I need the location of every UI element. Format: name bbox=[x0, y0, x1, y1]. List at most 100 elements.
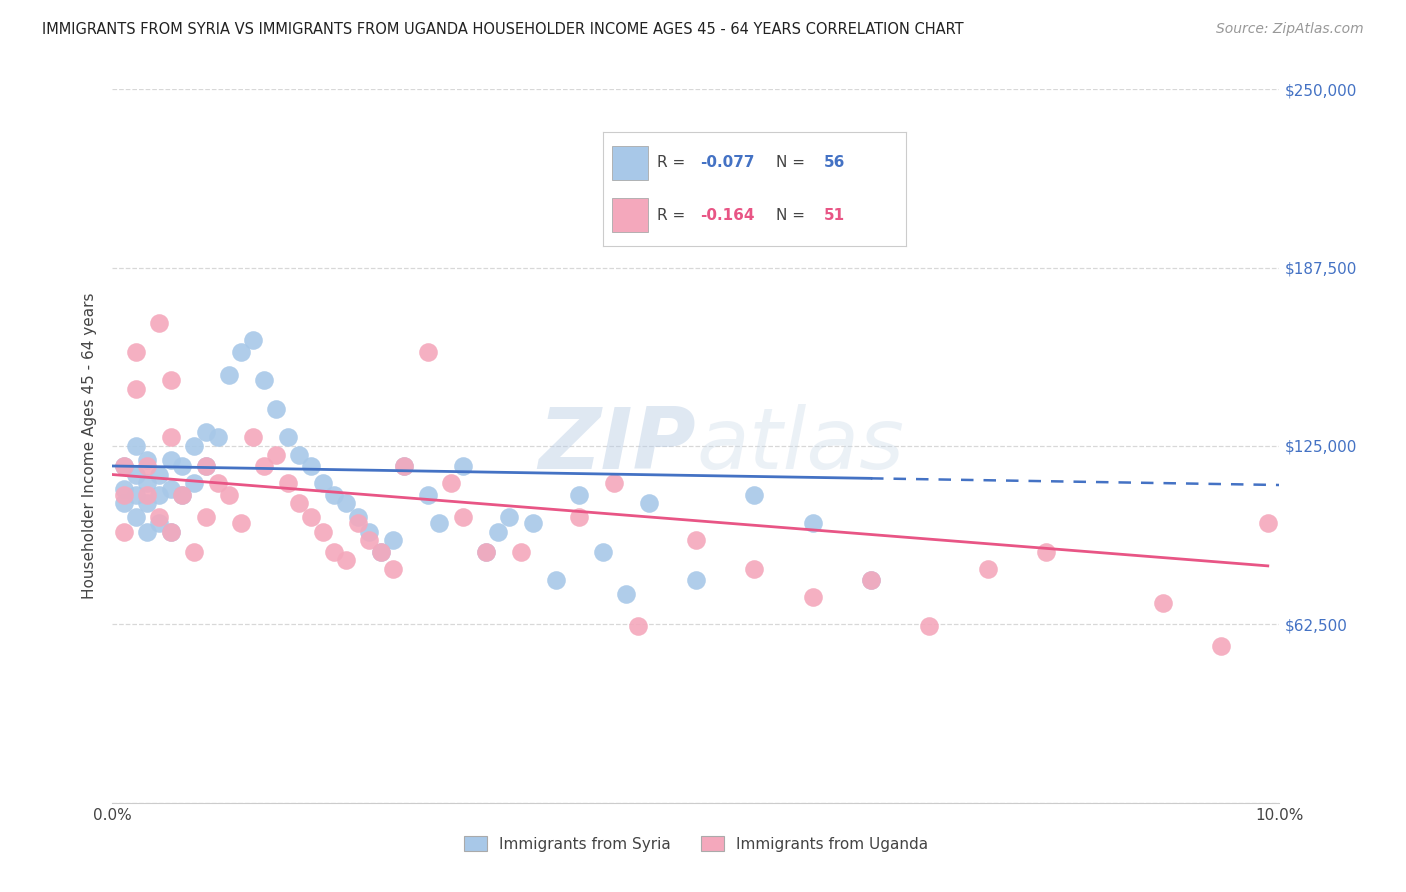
Point bbox=[509, 544, 531, 558]
Point bbox=[276, 430, 298, 444]
Point bbox=[1209, 639, 1232, 653]
Point bbox=[685, 573, 707, 587]
Point bbox=[638, 496, 661, 510]
Point bbox=[335, 496, 357, 510]
Text: Source: ZipAtlas.com: Source: ZipAtlas.com bbox=[1216, 22, 1364, 37]
Point bbox=[288, 496, 311, 510]
Point bbox=[160, 373, 183, 387]
Point bbox=[394, 458, 416, 473]
Y-axis label: Householder Income Ages 45 - 64 years: Householder Income Ages 45 - 64 years bbox=[82, 293, 97, 599]
Point bbox=[218, 368, 240, 382]
Legend: Immigrants from Syria, Immigrants from Uganda: Immigrants from Syria, Immigrants from U… bbox=[456, 828, 936, 859]
Point bbox=[568, 487, 591, 501]
Point bbox=[276, 476, 298, 491]
Point bbox=[299, 458, 322, 473]
Point bbox=[136, 487, 159, 501]
Point bbox=[742, 487, 765, 501]
Point bbox=[427, 516, 450, 530]
Point bbox=[148, 316, 170, 330]
Point bbox=[160, 482, 183, 496]
Point bbox=[125, 487, 148, 501]
Point bbox=[194, 510, 217, 524]
Point bbox=[207, 476, 229, 491]
Point bbox=[603, 476, 626, 491]
Point bbox=[136, 496, 159, 510]
Point bbox=[183, 439, 205, 453]
Point bbox=[1035, 544, 1057, 558]
Point bbox=[194, 458, 217, 473]
Point bbox=[229, 344, 252, 359]
Point bbox=[125, 439, 148, 453]
Point bbox=[742, 562, 765, 576]
Point bbox=[486, 524, 509, 539]
Point bbox=[860, 573, 883, 587]
Text: ZIP: ZIP bbox=[538, 404, 696, 488]
Point bbox=[112, 458, 135, 473]
Point bbox=[218, 487, 240, 501]
Point bbox=[918, 619, 941, 633]
Point bbox=[148, 516, 170, 530]
Point bbox=[627, 619, 650, 633]
Point bbox=[614, 587, 637, 601]
Point bbox=[136, 458, 159, 473]
Point bbox=[242, 430, 264, 444]
Point bbox=[416, 344, 439, 359]
Point bbox=[311, 476, 333, 491]
Point bbox=[801, 516, 824, 530]
Point bbox=[592, 544, 614, 558]
Point bbox=[172, 458, 194, 473]
Point bbox=[112, 458, 135, 473]
Point bbox=[801, 591, 824, 605]
Point bbox=[475, 544, 498, 558]
Point bbox=[112, 496, 135, 510]
Point bbox=[1257, 516, 1279, 530]
Point bbox=[359, 533, 381, 548]
Point bbox=[112, 482, 135, 496]
Point bbox=[160, 524, 183, 539]
Point bbox=[346, 516, 368, 530]
Point bbox=[451, 510, 474, 524]
Point bbox=[394, 458, 416, 473]
Point bbox=[860, 573, 883, 587]
Point bbox=[544, 573, 567, 587]
Point bbox=[1152, 596, 1174, 610]
Point bbox=[172, 487, 194, 501]
Point bbox=[370, 544, 392, 558]
Point bbox=[440, 476, 463, 491]
Point bbox=[299, 510, 322, 524]
Point bbox=[229, 516, 252, 530]
Point bbox=[125, 382, 148, 396]
Point bbox=[194, 425, 217, 439]
Point bbox=[685, 533, 707, 548]
Point bbox=[112, 487, 135, 501]
Point bbox=[160, 524, 183, 539]
Point bbox=[264, 401, 287, 416]
Point bbox=[136, 476, 159, 491]
Point bbox=[323, 487, 346, 501]
Point bbox=[125, 510, 148, 524]
Point bbox=[311, 524, 333, 539]
Text: IMMIGRANTS FROM SYRIA VS IMMIGRANTS FROM UGANDA HOUSEHOLDER INCOME AGES 45 - 64 : IMMIGRANTS FROM SYRIA VS IMMIGRANTS FROM… bbox=[42, 22, 963, 37]
Point bbox=[160, 430, 183, 444]
Point bbox=[125, 344, 148, 359]
Point bbox=[522, 516, 544, 530]
Point bbox=[568, 510, 591, 524]
Point bbox=[359, 524, 381, 539]
Point bbox=[148, 510, 170, 524]
Point bbox=[498, 510, 520, 524]
Point bbox=[475, 544, 498, 558]
Point bbox=[323, 544, 346, 558]
Point bbox=[242, 334, 264, 348]
Text: atlas: atlas bbox=[696, 404, 904, 488]
Point bbox=[183, 476, 205, 491]
Point bbox=[136, 524, 159, 539]
Point bbox=[136, 453, 159, 467]
Point bbox=[381, 533, 404, 548]
Point bbox=[451, 458, 474, 473]
Point bbox=[183, 544, 205, 558]
Point bbox=[160, 453, 183, 467]
Point bbox=[172, 487, 194, 501]
Point bbox=[370, 544, 392, 558]
Point bbox=[207, 430, 229, 444]
Point bbox=[346, 510, 368, 524]
